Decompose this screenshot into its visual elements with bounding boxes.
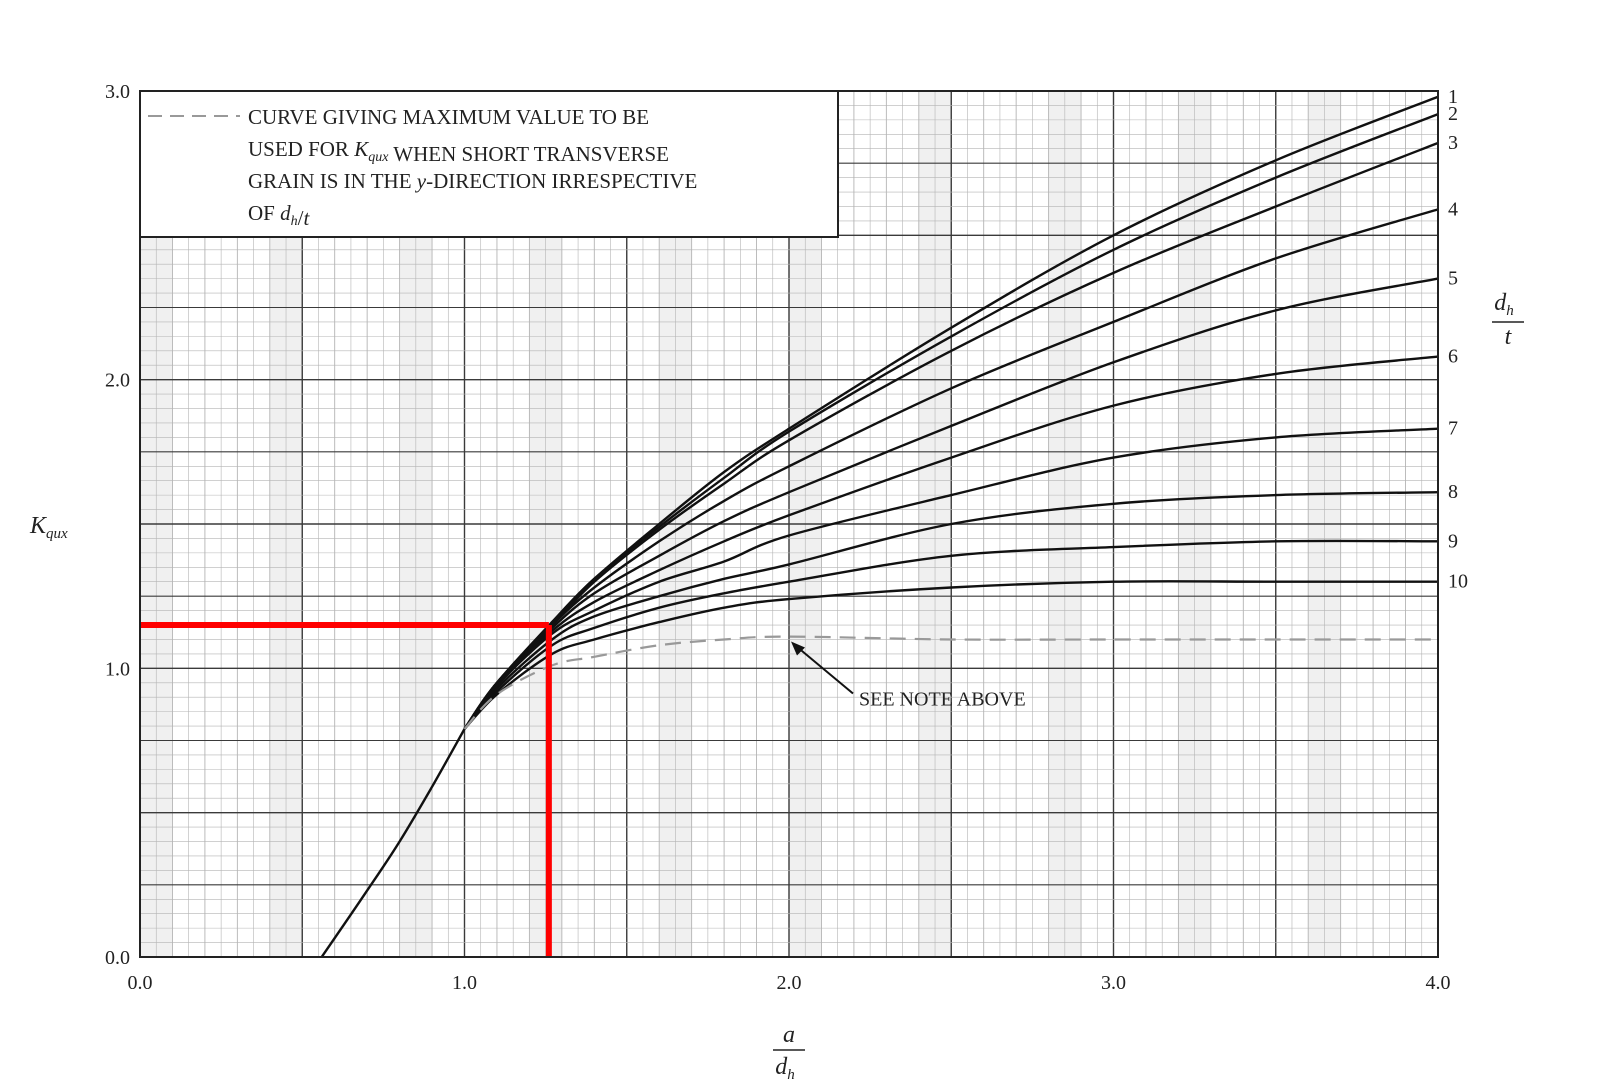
highlight-lines [140, 622, 552, 957]
x-axis-label-denominator: dh [775, 1054, 795, 1083]
legend-line: CURVE GIVING MAXIMUM VALUE TO BE [248, 105, 649, 129]
curve-label-10: 10 [1448, 571, 1468, 593]
x-tick-label: 0.0 [128, 972, 153, 994]
legend: CURVE GIVING MAXIMUM VALUE TO BE USED FOR… [139, 90, 839, 238]
curve-label-5: 5 [1448, 268, 1458, 290]
axis-labels: Kqux a dh dh t [29, 290, 1524, 1083]
curve-4 [463, 208, 1439, 730]
curve-labels: 12 3 4 5 6 7 8 9 10 [1448, 86, 1468, 593]
curve-label-9: 9 [1448, 530, 1458, 552]
y-tick-label: 1.0 [105, 658, 130, 680]
y-axis-label: Kqux [29, 513, 68, 542]
curve-label-7: 7 [1448, 418, 1458, 440]
right-label-denominator: t [1505, 324, 1513, 350]
curve-2 [463, 112, 1439, 730]
curve-10 [463, 580, 1438, 730]
curve-7 [463, 427, 1439, 730]
legend-box [139, 90, 839, 238]
x-axis-label-numerator: a [783, 1022, 795, 1048]
x-tick-label: 1.0 [452, 972, 477, 994]
y-tick-label: 2.0 [105, 370, 130, 392]
curve-label-1: 1 [1448, 86, 1458, 108]
annotation-text: SEE NOTE ABOVE [859, 688, 1026, 710]
curve-label-2: 2 [1448, 103, 1458, 125]
legend-line: USED FOR Kqux WHEN SHORT TRANSVERSE [248, 137, 669, 166]
base-curve [320, 728, 466, 958]
curve-9 [463, 539, 1439, 730]
curve-label-3: 3 [1448, 132, 1458, 154]
curve-5 [463, 277, 1439, 730]
x-tick-label: 2.0 [777, 972, 802, 994]
tick-labels: 0.0 1.0 2.0 3.0 4.0 0.0 1.0 2.0 3.0 [105, 81, 1451, 994]
y-tick-label: 0.0 [105, 947, 130, 969]
annotation: SEE NOTE ABOVE [791, 641, 1026, 710]
legend-line: OF dh/t [248, 201, 310, 230]
legend-line: GRAIN IS IN THE y-DIRECTION IRRESPECTIVE [248, 169, 697, 193]
x-tick-label: 3.0 [1101, 972, 1126, 994]
curve-6 [463, 355, 1439, 730]
curve-8 [463, 491, 1439, 730]
curve-label-8: 8 [1448, 481, 1458, 503]
max-curve-dashed [463, 635, 1438, 730]
y-tick-label: 3.0 [105, 81, 130, 103]
curve-label-6: 6 [1448, 346, 1458, 368]
annotation-arrow-head [791, 641, 805, 656]
right-label-numerator: dh [1494, 290, 1514, 319]
curve-label-4: 4 [1448, 198, 1458, 220]
plot-curves [320, 95, 1439, 958]
x-tick-label: 4.0 [1426, 972, 1451, 994]
annotation-arrow-line [792, 642, 854, 695]
